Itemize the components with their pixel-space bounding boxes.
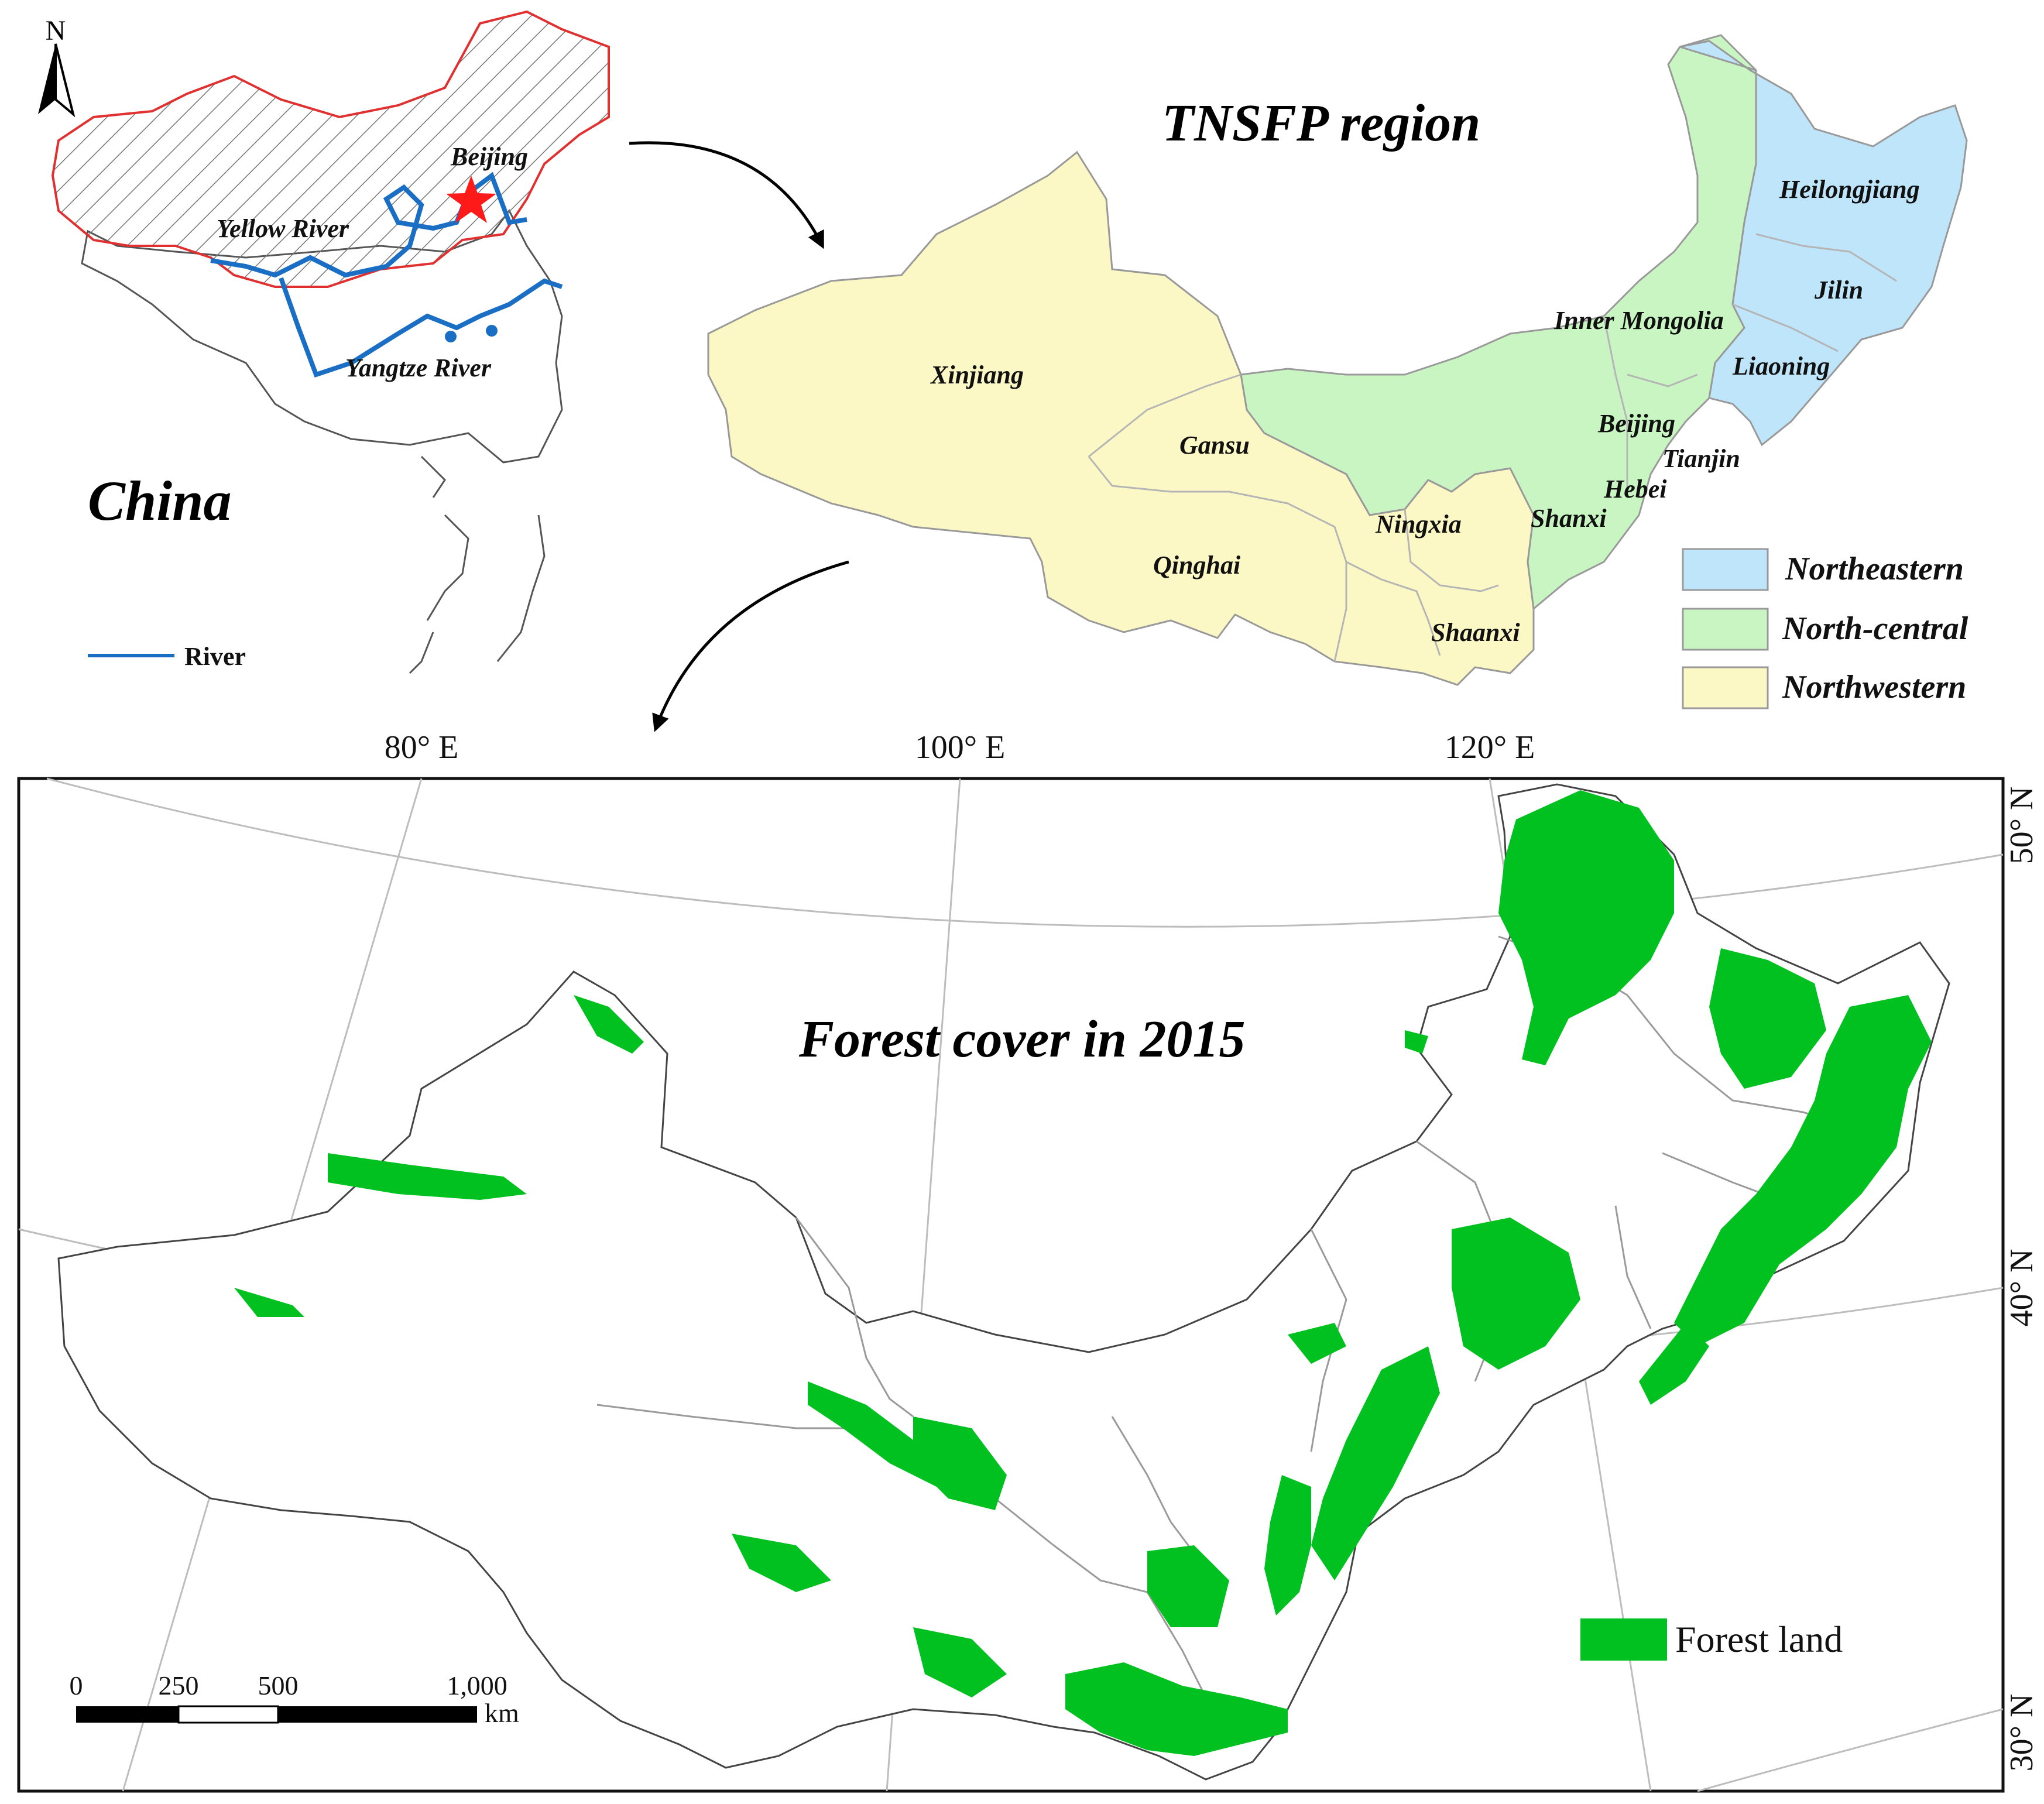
label-qinghai: Qinghai	[1153, 551, 1241, 579]
lon-label-80: 80° E	[385, 729, 459, 766]
tnsfp-outline	[57, 783, 1950, 1781]
forest-patch-qinling	[1065, 1662, 1288, 1756]
north-label: N	[46, 15, 66, 46]
river-legend-label: River	[184, 642, 246, 671]
beijing-inset-label: Beijing	[450, 142, 528, 171]
label-xinjiang: Xinjiang	[930, 361, 1024, 389]
forest-patch-liaodong	[1639, 1323, 1709, 1405]
forest-patch-qilian	[808, 1381, 948, 1487]
forest-map: 80° E 100° E 120° E 50° N 40° N 30° N	[17, 729, 2040, 1793]
yangtze-lake-1	[445, 331, 457, 342]
china-title: China	[88, 469, 231, 532]
scale-unit: km	[485, 1698, 519, 1728]
north-arrow-icon	[38, 43, 76, 118]
legend-label-northeastern: Northeastern	[1785, 551, 1964, 587]
yellow-river	[210, 172, 527, 278]
region-legend: Northeastern North-central Northwestern	[1682, 548, 1968, 709]
lat-label-30: 30° N	[2004, 1694, 2040, 1772]
forest-patch-hulunbuir	[1405, 1030, 1428, 1054]
label-jilin: Jilin	[1814, 276, 1863, 304]
legend-label-north-central: North-central	[1782, 611, 1968, 647]
label-heilongjiang: Heilongjiang	[1779, 175, 1920, 204]
study-area-outline	[51, 10, 610, 288]
lon-label-100: 100° E	[915, 729, 1006, 766]
forest-patch-junggar	[234, 1288, 304, 1317]
forest-map-title: Forest cover in 2015	[798, 1010, 1245, 1068]
forest-patch-south-gansu	[913, 1627, 1007, 1697]
label-shaanxi: Shaanxi	[1431, 618, 1520, 647]
forest-patch-ordos	[1288, 1323, 1346, 1364]
lat-label-40: 40° N	[2004, 1249, 2040, 1327]
label-tianjin: Tianjin	[1662, 444, 1740, 473]
region-northeastern	[1679, 40, 1968, 447]
forest-patch-xiaoxinganling	[1709, 948, 1826, 1089]
scale-bar: 0 250 500 1,000 km	[70, 1671, 520, 1728]
yangtze-lake-2	[486, 325, 498, 337]
lon-label-120: 120° E	[1445, 729, 1535, 766]
china-inset: N Beijing Yellow River Yangtze River Chi…	[38, 10, 610, 674]
scale-tick-0: 0	[70, 1671, 83, 1700]
forest-patch-changbai	[1674, 995, 1932, 1346]
legend-swatch-northwestern	[1682, 666, 1769, 709]
arrow-to-forest-icon	[652, 560, 849, 732]
lat-label-50: 50° N	[2004, 787, 2040, 865]
forest-patch-yanshan	[1452, 1217, 1580, 1370]
forest-legend-label: Forest land	[1675, 1618, 1843, 1660]
beijing-star-icon	[446, 176, 496, 223]
forest-patch-altai	[574, 995, 644, 1054]
legend-swatch-north-central	[1682, 608, 1769, 651]
legend-swatch-northeastern	[1682, 548, 1769, 591]
forest-patch-taihang	[1311, 1346, 1440, 1580]
scale-tick-250: 250	[159, 1671, 199, 1700]
forest-patch-daxinganling	[1498, 790, 1674, 1065]
yangtze-river-label: Yangtze River	[345, 354, 492, 382]
forest-patches	[234, 790, 1932, 1756]
yellow-river-label: Yellow River	[217, 214, 349, 243]
yangtze-river	[279, 277, 563, 378]
label-hebei: Hebei	[1603, 475, 1667, 503]
label-gansu: Gansu	[1179, 431, 1250, 459]
south-china-sea-islands	[409, 455, 546, 674]
region-northwestern	[707, 150, 1535, 686]
forest-patch-tianshan	[328, 1153, 527, 1200]
region-map-title: TNSFP region	[1162, 94, 1480, 152]
label-inner-mongolia: Inner Mongolia	[1553, 306, 1724, 335]
forest-patch-ziwuling	[1147, 1545, 1229, 1627]
province-borders	[1088, 233, 1897, 662]
legend-label-northwestern: Northwestern	[1782, 669, 1966, 705]
label-liaoning: Liaoning	[1732, 352, 1830, 380]
forest-legend-swatch	[1580, 1618, 1667, 1661]
scale-tick-1000: 1,000	[447, 1671, 507, 1700]
region-map: TNSFP region Xinjiang Gansu Qinghai Ning…	[707, 34, 1968, 709]
label-beijing: Beijing	[1597, 409, 1675, 438]
label-ningxia: Ningxia	[1375, 510, 1462, 539]
forest-patch-qinghai-east	[732, 1534, 831, 1592]
label-shanxi: Shanxi	[1531, 504, 1607, 533]
scale-tick-500: 500	[258, 1671, 299, 1700]
arrow-to-region-icon	[629, 141, 824, 249]
forest-patch-luliang	[1264, 1475, 1311, 1616]
